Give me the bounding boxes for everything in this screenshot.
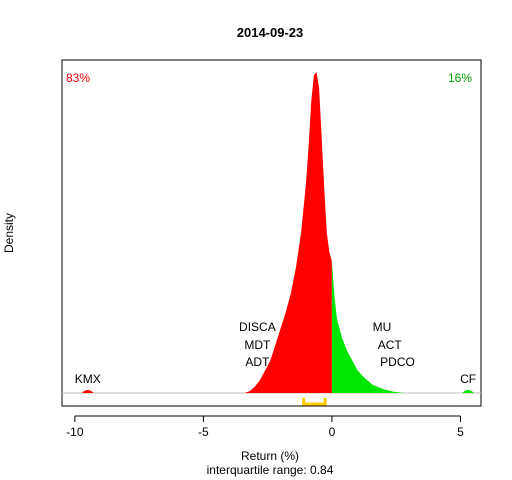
outlier-annotations: KMX DISCA MDT ADT MU ACT PDCO CF (75, 320, 476, 386)
annotation-mu: MU (373, 320, 392, 334)
annotation-kmx: KMX (75, 372, 101, 386)
chart-title: 2014-09-23 (237, 25, 304, 40)
plot-box (61, 59, 482, 407)
annotation-disca: DISCA (239, 320, 276, 334)
annotation-adt: ADT (245, 355, 270, 369)
x-tick-label: -10 (66, 425, 84, 439)
annotation-cf: CF (460, 372, 476, 386)
plot-area (61, 59, 482, 407)
negative-density-area (244, 72, 332, 393)
annotation-mdt: MDT (244, 338, 271, 352)
x-tick-label: 0 (329, 425, 336, 439)
x-axis: -10 -5 0 5 (66, 415, 464, 439)
y-axis-label: Density (2, 213, 16, 253)
annotation-act: ACT (378, 338, 403, 352)
outlier-bump-negative (81, 390, 94, 393)
positive-density-area (331, 261, 404, 393)
pct-negative-label: 83% (66, 71, 90, 85)
x-axis-label: Return (%) (241, 449, 299, 463)
outlier-bump-positive (462, 390, 475, 393)
iqr-bracket (302, 398, 327, 406)
pct-positive-label: 16% (448, 71, 472, 85)
x-tick-label: -5 (198, 425, 209, 439)
annotation-pdco: PDCO (380, 355, 415, 369)
x-tick-label: 5 (457, 425, 464, 439)
iqr-caption: interquartile range: 0.84 (207, 463, 334, 477)
